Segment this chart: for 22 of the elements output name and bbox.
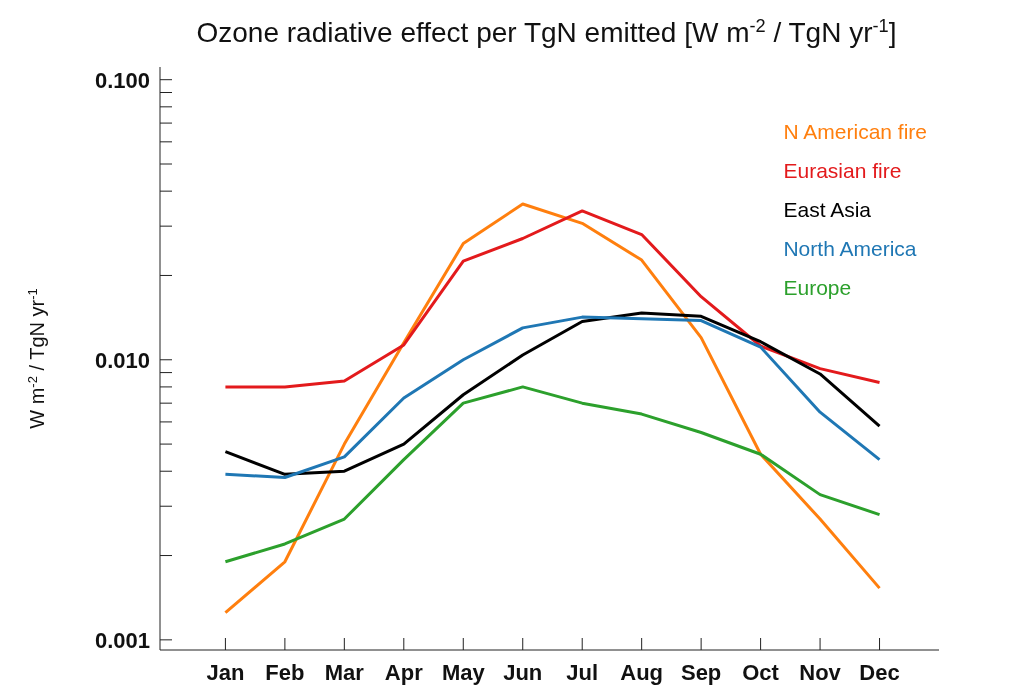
x-tick-label: Jul [566, 659, 599, 685]
x-tick-label: Oct [742, 659, 780, 685]
text: Eurasian fire [783, 158, 903, 184]
x-tick-label: Nov [799, 659, 842, 685]
y-tick-label: 0.001 [94, 627, 150, 653]
x-tick-label: Jun [503, 659, 543, 685]
x-tick-label: Dec [859, 659, 900, 685]
x-tick-label: Jan [206, 659, 245, 685]
chart-title: Ozone radiative effect per TgN emitted [W m$^{-2}$ / TgN yr$^{-1}$] [196, 16, 897, 48]
text: Europe [783, 275, 853, 301]
text: North America [783, 236, 918, 262]
x-tick-label: May [441, 659, 486, 685]
x-tick-label: Feb [265, 659, 305, 685]
x-tick-label: Aug [620, 659, 664, 685]
line-series [223, 385, 882, 564]
y-tick-label: 0.010 [94, 347, 150, 373]
x-tick-label: Mar [324, 659, 365, 685]
x-tick-label: Apr [384, 659, 424, 685]
x-tick-label: Sep [680, 659, 722, 685]
text: East Asia [783, 197, 872, 223]
y-tick-label: 0.100 [94, 67, 150, 93]
text: N American fire [783, 119, 927, 145]
